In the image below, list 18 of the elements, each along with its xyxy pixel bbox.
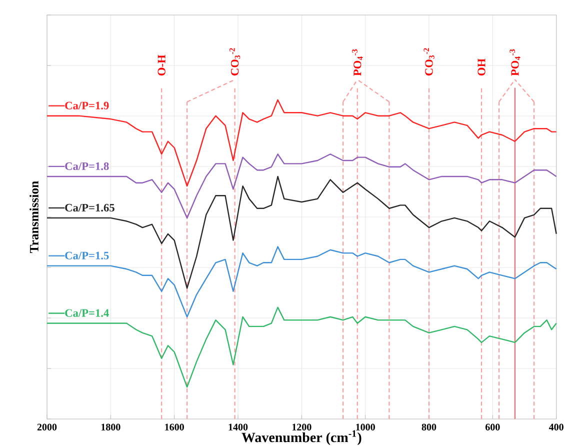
y-axis-title: Transmission: [30, 181, 38, 253]
x-tick-label: 600: [486, 424, 500, 430]
legend-label: Ca/P=1.4: [65, 309, 109, 317]
x-tick-label: 1200: [292, 424, 312, 430]
x-tick-label: 1000: [356, 424, 375, 430]
legend-label: Ca/P=1.9: [65, 102, 109, 110]
x-tick-label: 400: [548, 424, 564, 430]
ref-line-label: OH: [478, 58, 486, 76]
x-tick-label: 1600: [165, 424, 184, 430]
x-axis-title: Wavenumber (cm$^{-1}$): [242, 430, 362, 446]
x-tick-label: 1800: [101, 424, 120, 430]
legend-label: Ca/P=1.8: [65, 162, 109, 170]
x-tick-label: 2000: [37, 424, 57, 430]
x-tick-label: 800: [422, 424, 436, 430]
ref-line-label: O-H: [158, 54, 166, 76]
legend-label: Ca/P=1.5: [65, 252, 109, 260]
legend-label: Ca/P=1.65: [65, 204, 114, 212]
x-tick-label: 1400: [228, 424, 248, 430]
